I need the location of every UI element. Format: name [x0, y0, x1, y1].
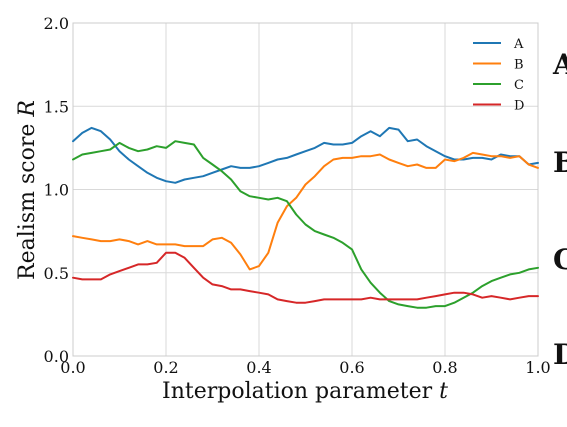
series-line-b	[72, 151, 539, 271]
x-tick-label: 0.4	[246, 358, 271, 377]
series-lines	[72, 126, 539, 309]
series-line-d	[72, 251, 539, 304]
y-tick-labels: 0.0 0.5 1.0 1.5 2.0	[44, 14, 69, 366]
y-tick-label: 2.0	[44, 14, 69, 33]
x-tick-label: 0.8	[432, 358, 457, 377]
series-line-c	[72, 140, 539, 309]
plot-frame	[72, 22, 539, 357]
y-axis-label: Realism score R	[15, 100, 40, 280]
x-tick-label: 0.6	[339, 358, 364, 377]
grid	[72, 22, 539, 357]
x-tick-label: 1.0	[525, 358, 550, 377]
x-tick-label: 0.0	[60, 358, 85, 377]
side-letter-c: C	[553, 243, 567, 276]
legend-label-b: B	[514, 58, 524, 73]
side-letter-b: B	[553, 146, 567, 179]
side-letter-d: D	[553, 338, 567, 371]
y-tick-label: 0.5	[44, 264, 69, 283]
legend-label-d: D	[514, 99, 524, 114]
y-tick-label: 1.0	[44, 181, 69, 200]
y-tick-label: 0.0	[44, 347, 69, 366]
side-letter-a: A	[553, 48, 567, 81]
x-tick-label: 0.2	[153, 358, 178, 377]
y-tick-label: 1.5	[44, 97, 69, 116]
legend-label-a: A	[513, 37, 524, 52]
legend-label-c: C	[514, 78, 524, 93]
x-tick-labels: 0.0 0.2 0.4 0.6 0.8 1.0	[60, 358, 550, 377]
x-axis-label: Interpolation parameter t	[162, 379, 448, 404]
